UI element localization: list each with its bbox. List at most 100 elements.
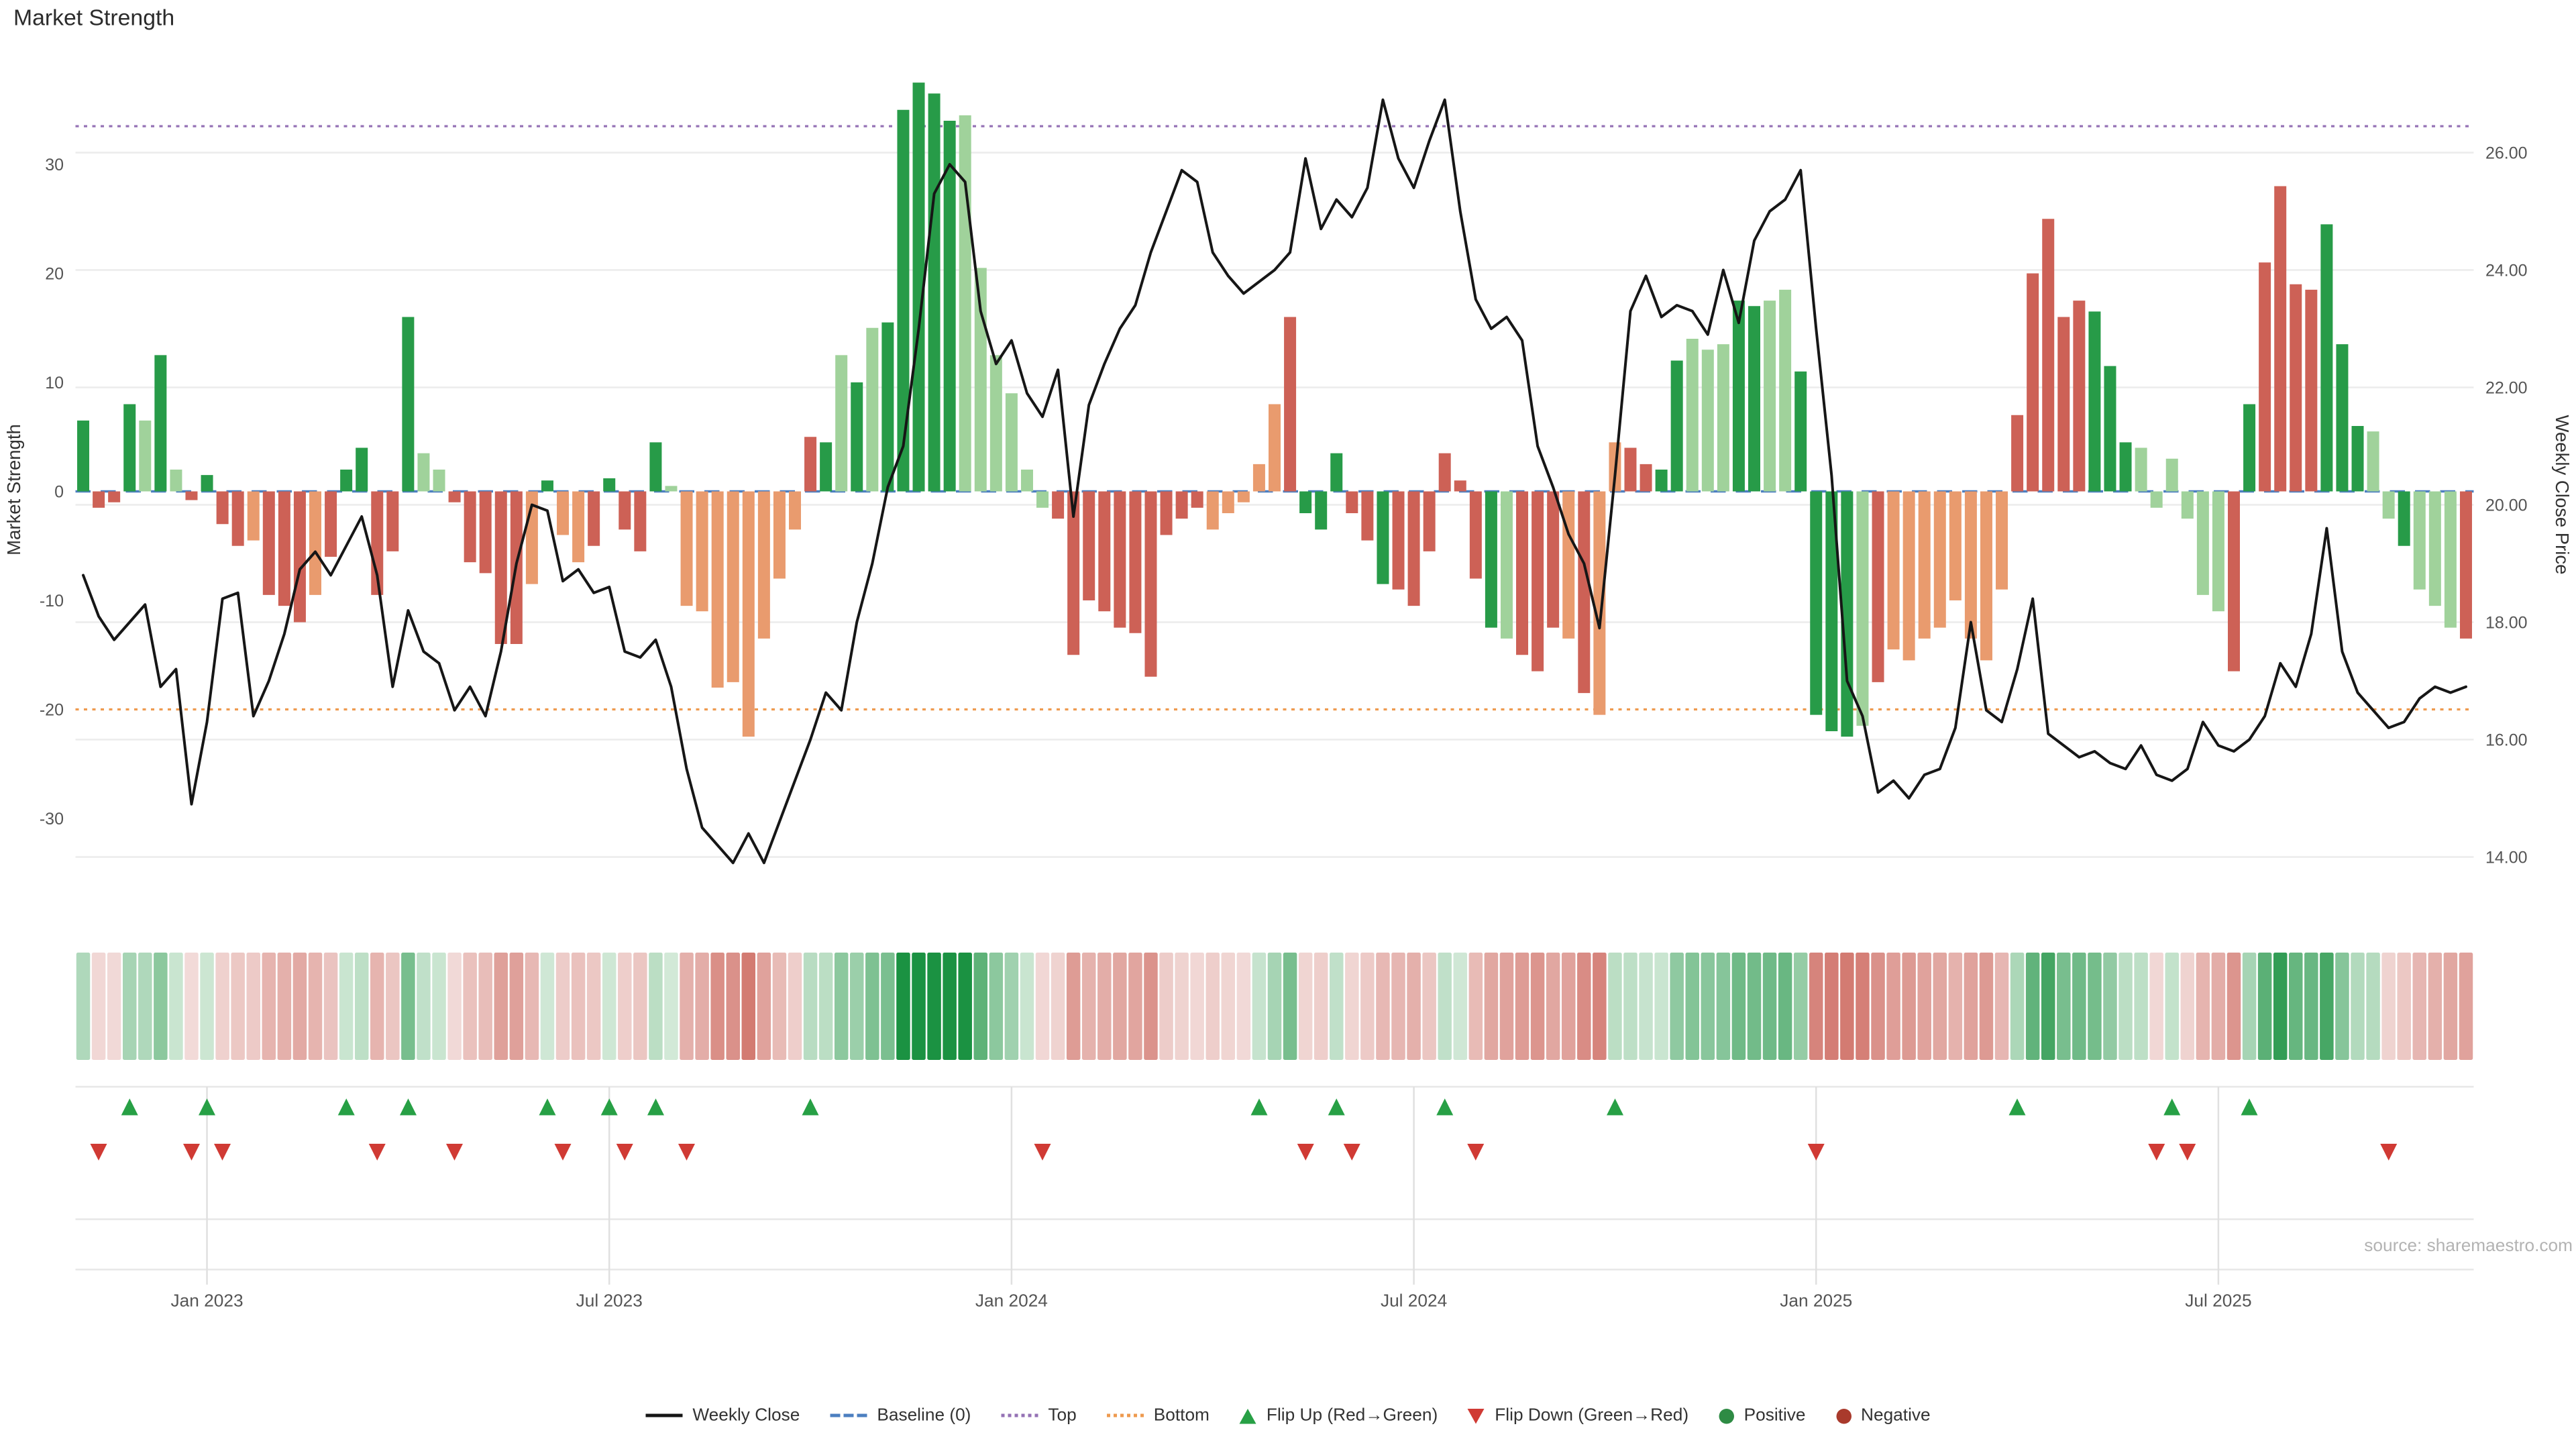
left-axis-tick: 30 [45,156,64,174]
negative-strength-bar [1346,491,1358,513]
flip-up-marker-icon [600,1098,618,1116]
heatmap-cell [2041,953,2055,1060]
flip-down-marker-icon [616,1144,633,1161]
negative-strength-bar [1175,491,1188,519]
legend-label: Bottom [1153,1405,1210,1426]
heatmap-cell [850,953,864,1060]
negative-strength-bar [1980,491,1992,661]
heatmap-cell [1330,953,1344,1060]
left-axis-tick: 10 [45,374,64,392]
negative-strength-bar [1532,491,1544,672]
heatmap-cell [710,953,724,1060]
positive-strength-bar [77,420,90,492]
negative-strength-bar [1067,491,1080,655]
dashed-swatch-icon [830,1413,867,1417]
negative-strength-bar [216,491,229,525]
legend-label: Flip Down (Green→Red) [1495,1405,1689,1426]
negative-strength-bar [1423,491,1436,551]
heatmap-cell [1283,953,1297,1060]
flip-down-marker-icon [1034,1144,1051,1161]
legend-label: Weekly Close [692,1405,800,1426]
dot-swatch-icon [1719,1407,1734,1424]
legend-label: Top [1048,1405,1077,1426]
heatmap-cell [1236,953,1251,1060]
heatmap-cell [865,953,879,1060]
negative-strength-bar [742,491,755,737]
negative-strength-bar [572,491,585,563]
negative-strength-bar [1098,491,1111,612]
heatmap-cell [2211,953,2226,1060]
negative-strength-bar [2398,491,2410,546]
negative-strength-bar [711,491,724,688]
right-axis-title: Weekly Close Price [2552,415,2573,575]
positive-strength-bar [943,121,956,492]
heatmap-cell [2242,953,2257,1060]
negative-strength-bar [371,491,384,595]
heatmap-cell [2257,953,2272,1060]
heatmap-cell [1731,953,1746,1060]
negative-strength-bar [293,491,306,623]
heatmap-cell [478,953,492,1060]
heatmap-cell [1391,953,1405,1060]
heatmap-cell [1081,953,1096,1060]
negative-strength-bar [1114,491,1126,628]
negative-strength-bar [1299,491,1312,513]
heatmap-cell [1840,953,1854,1060]
right-axis-tick: 20.00 [2485,496,2528,515]
negative-strength-bar [309,491,321,595]
positive-strength-bar [912,83,925,492]
heatmap-cell [2289,953,2303,1060]
negative-strength-bar [325,491,337,557]
heatmap-cell [1530,953,1545,1060]
heatmap-cell [2320,953,2334,1060]
negative-strength-bar [2196,491,2209,595]
flip-down-marker-icon [368,1144,386,1161]
positive-strength-bar [2367,431,2379,492]
heatmap-cell [1825,953,1839,1060]
negative-strength-bar [1902,491,1915,661]
positive-strength-bar [649,442,662,492]
negative-strength-bar [773,491,786,579]
right-axis-tick: 22.00 [2485,378,2528,397]
heatmap-cell [1793,953,1808,1060]
negative-strength-bar [1237,491,1250,502]
heatmap-cell [881,953,895,1060]
positive-strength-bar [1748,306,1760,492]
negative-strength-bar [1500,491,1513,639]
negative-strength-bar [789,491,801,530]
positive-strength-bar [2259,262,2271,492]
positive-strength-bar [139,420,152,492]
negative-strength-bar [2428,491,2441,606]
heatmap-cell [1577,953,1591,1060]
heatmap-cell [2180,953,2195,1060]
heatmap-cell [122,953,137,1060]
positive-strength-bar [201,475,213,492]
heatmap-cell [2304,953,2318,1060]
heatmap-cell [1376,953,1390,1060]
left-axis-tick: -10 [40,592,64,610]
heatmap-cell [602,953,616,1060]
heatmap-cell [1994,953,2009,1060]
heatmap-cell [1499,953,1514,1060]
legend-item: Top [1001,1405,1077,1426]
negative-strength-bar [1996,491,2008,590]
flip-down-marker-icon [1343,1144,1360,1161]
heatmap-cell [231,953,245,1060]
heatmap-cell [1886,953,1900,1060]
positive-strength-bar [1670,360,1683,492]
positive-strength-bar [2104,366,2116,492]
heatmap-cell [417,953,431,1060]
heatmap-cell [803,953,818,1060]
heatmap-cell [2226,953,2241,1060]
positive-strength-bar [820,442,833,492]
heatmap-cell [896,953,910,1060]
negative-strength-bar [1191,491,1203,508]
heatmap-cell [1360,953,1375,1060]
heatmap-cell [200,953,214,1060]
source-caption: source: sharemaestro.com [2364,1235,2573,1255]
heatmap-cell [2165,953,2179,1060]
positive-strength-bar [959,115,971,492]
heatmap-cell [138,953,152,1060]
line-swatch-icon [645,1413,683,1417]
legend-label: Baseline (0) [877,1405,971,1426]
